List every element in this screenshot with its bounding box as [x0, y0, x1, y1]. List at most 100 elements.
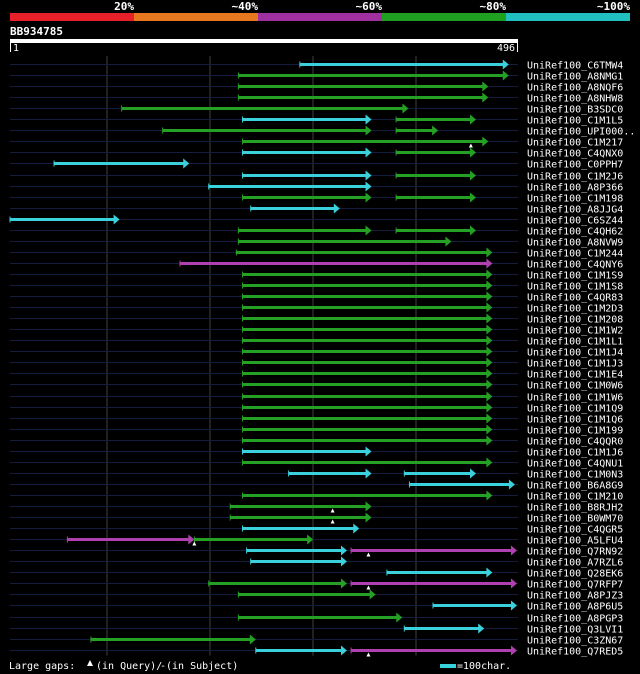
hit-segment: [242, 174, 367, 177]
hit-row[interactable]: UniRef100_C0PPH7: [10, 158, 623, 171]
hit-row[interactable]: UniRef100_C4QGR5: [10, 523, 623, 536]
hit-row[interactable]: UniRef100_A8PGP3: [10, 612, 623, 625]
hit-name: UniRef100_C1M1S9: [527, 271, 623, 282]
hit-arrow-icon: [369, 589, 376, 600]
hit-arrow-icon: [365, 170, 372, 181]
hit-segment: [396, 129, 434, 132]
hit-name: UniRef100_Q7RN92: [527, 547, 623, 558]
hit-arrow-icon: [510, 600, 517, 611]
hit-row[interactable]: UniRef100_B3SDC0: [10, 103, 623, 116]
hit-row[interactable]: UniRef100_C1M1L5: [10, 114, 623, 127]
hit-segment: [10, 218, 115, 221]
hit-name: UniRef100_C1M0W6: [527, 381, 623, 392]
hit-row[interactable]: UniRef100_C1M210: [10, 490, 623, 503]
hit-row[interactable]: UniRef100_A8JJG4: [10, 203, 623, 216]
hit-row[interactable]: UniRef100_A8NVW9: [10, 236, 623, 249]
hit-segment: [67, 538, 190, 541]
hit-row[interactable]: UniRef100_A8NQF6: [10, 81, 623, 94]
hit-row[interactable]: UniRef100_A5LFU4: [10, 534, 623, 547]
hit-row[interactable]: UniRef100_B8RJH2: [10, 501, 623, 514]
hit-row[interactable]: UniRef100_Q7RFP7: [10, 578, 623, 591]
hit-row[interactable]: UniRef100_C1M1E4: [10, 368, 623, 381]
hit-segment: [242, 295, 488, 298]
hit-row[interactable]: UniRef100_C1M2J6: [10, 170, 623, 183]
hit-row[interactable]: UniRef100_C1M198: [10, 192, 623, 205]
hit-arrow-icon: [470, 170, 477, 181]
hit-arrow-icon: [486, 379, 493, 390]
hit-row[interactable]: UniRef100_A7RZL6: [10, 556, 623, 569]
hit-arrow-icon: [478, 623, 485, 634]
hit-segment: [396, 151, 472, 154]
hit-name: UniRef100_C1M1Q9: [527, 404, 623, 415]
hit-row[interactable]: UniRef100_C4QNY6: [10, 258, 623, 271]
hit-row[interactable]: UniRef100_A8NMG1: [10, 70, 623, 83]
hit-name: UniRef100_C1M244: [527, 249, 623, 260]
hit-row[interactable]: UniRef100_Q28EK6: [10, 567, 623, 580]
hit-arrow-icon: [486, 567, 493, 578]
hit-arrow-icon: [188, 534, 195, 545]
hit-row[interactable]: UniRef100_C1M2D3: [10, 302, 623, 315]
hit-row[interactable]: UniRef100_C1M1J3: [10, 357, 623, 370]
hit-name: UniRef100_A8PGP3: [527, 614, 623, 625]
hit-segment: [288, 472, 367, 475]
hit-name: UniRef100_C6TMW4: [527, 61, 623, 72]
hit-name: UniRef100_B0WM70: [527, 514, 623, 525]
hit-name: UniRef100_A8PJZ3: [527, 591, 623, 602]
hit-segment: [242, 273, 488, 276]
hit-row[interactable]: UniRef100_C4QNU1: [10, 457, 623, 470]
hit-row[interactable]: UniRef100_C6SZ44: [9, 214, 623, 227]
hit-row[interactable]: UniRef100_C1M1S9: [10, 269, 623, 282]
hit-row[interactable]: UniRef100_C1M244: [10, 247, 623, 260]
hit-arrow-icon: [486, 291, 493, 302]
hit-row[interactable]: UniRef100_C1M0N3: [10, 468, 623, 481]
hit-segment: [230, 516, 367, 519]
hit-row[interactable]: UniRef100_C1M1Q6: [10, 413, 623, 426]
hit-row[interactable]: UniRef100_Q7RED5: [10, 645, 623, 658]
hit-row[interactable]: UniRef100_A8P366: [10, 181, 623, 194]
hit-arrow-icon: [470, 147, 477, 158]
gap-marker-icon: [192, 541, 197, 546]
hit-name: UniRef100_C1M1W6: [527, 393, 623, 404]
hit-row[interactable]: UniRef100_A8P6U5: [10, 600, 623, 613]
hit-name: UniRef100_C4QR83: [527, 293, 623, 304]
hit-segment: [238, 229, 367, 232]
hit-name: UniRef100_Q7RED5: [527, 647, 623, 658]
hit-arrow-icon: [486, 302, 493, 313]
hit-segment: [404, 472, 472, 475]
hit-row[interactable]: UniRef100_A8PJZ3: [10, 589, 623, 602]
hit-row[interactable]: UniRef100_Q3LVI1: [10, 623, 623, 636]
hit-row[interactable]: UniRef100_C1M1Q9: [10, 402, 623, 415]
hit-segment: [432, 604, 512, 607]
hit-row[interactable]: UniRef100_C1M208: [10, 313, 623, 326]
hit-arrow-icon: [470, 192, 477, 203]
hit-row[interactable]: UniRef100_C6TMW4: [10, 59, 623, 72]
hit-segment: [351, 582, 512, 585]
hit-row[interactable]: UniRef100_C4QR83: [10, 291, 623, 304]
hit-row[interactable]: UniRef100_C1M1L1: [10, 335, 623, 348]
hit-row[interactable]: UniRef100_B0WM70: [10, 512, 623, 525]
hit-name: UniRef100_A8NVW9: [527, 238, 623, 249]
hit-row[interactable]: UniRef100_C4QH62: [10, 225, 623, 238]
hit-arrow-icon: [365, 147, 372, 158]
hit-row[interactable]: UniRef100_A8NHW8: [10, 92, 623, 105]
hit-row[interactable]: UniRef100_C1M1J6: [10, 446, 623, 459]
hit-row[interactable]: UniRef100_UPI000..: [10, 125, 635, 138]
hit-segment: [404, 627, 480, 630]
hit-row[interactable]: UniRef100_C1M1S8: [10, 280, 623, 293]
hit-row[interactable]: UniRef100_C1M1W6: [10, 391, 623, 404]
hit-segment: [230, 505, 367, 508]
hit-row[interactable]: UniRef100_C4QQR0: [10, 435, 623, 448]
hit-row[interactable]: UniRef100_B6A8G9: [10, 479, 623, 492]
hit-row[interactable]: UniRef100_C4QNX0: [10, 147, 623, 160]
hit-name: UniRef100_C3ZN67: [527, 636, 623, 647]
hit-row[interactable]: UniRef100_C3ZN67: [10, 634, 623, 647]
hit-row[interactable]: UniRef100_C1M0W6: [10, 379, 623, 392]
hit-segment: [242, 395, 488, 398]
hit-row[interactable]: UniRef100_C1M199: [10, 424, 623, 437]
hit-row[interactable]: UniRef100_C1M217: [10, 136, 623, 149]
hit-row[interactable]: UniRef100_C1M1J4: [10, 346, 623, 359]
hit-arrow-icon: [365, 501, 372, 512]
hit-row[interactable]: UniRef100_Q7RN92: [10, 545, 623, 558]
hit-row[interactable]: UniRef100_C1M1W2: [10, 324, 623, 337]
hit-segment: [386, 571, 488, 574]
